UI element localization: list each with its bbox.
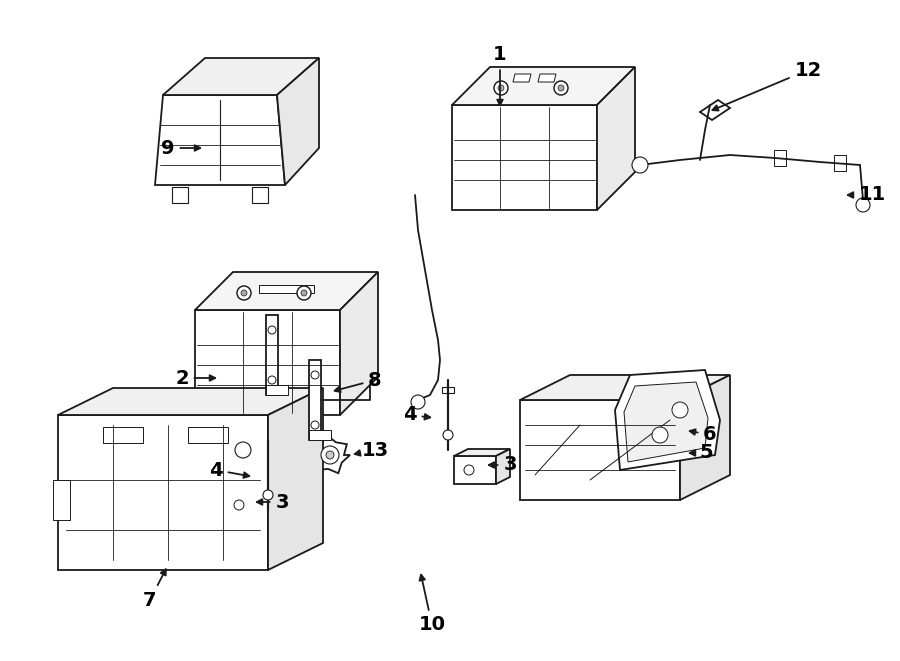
Circle shape: [554, 81, 568, 95]
Circle shape: [234, 500, 244, 510]
Polygon shape: [834, 155, 846, 171]
Polygon shape: [340, 272, 378, 415]
Text: 13: 13: [355, 440, 389, 459]
Text: 8: 8: [335, 371, 382, 392]
Polygon shape: [700, 100, 730, 120]
Polygon shape: [266, 484, 280, 519]
Polygon shape: [266, 385, 288, 395]
Circle shape: [411, 395, 425, 409]
Circle shape: [326, 451, 334, 459]
Polygon shape: [310, 435, 350, 473]
Polygon shape: [624, 382, 708, 462]
Polygon shape: [309, 360, 321, 440]
Polygon shape: [58, 388, 323, 415]
Polygon shape: [597, 67, 635, 210]
Text: 9: 9: [161, 139, 200, 157]
Polygon shape: [103, 427, 143, 443]
Polygon shape: [195, 272, 378, 310]
Circle shape: [268, 376, 276, 384]
Circle shape: [311, 371, 319, 379]
Polygon shape: [452, 67, 635, 105]
Circle shape: [237, 286, 251, 300]
Polygon shape: [442, 387, 454, 393]
Text: 11: 11: [848, 186, 886, 204]
Text: 4: 4: [209, 461, 249, 479]
Circle shape: [268, 326, 276, 334]
Polygon shape: [454, 449, 510, 456]
Circle shape: [558, 85, 564, 91]
Text: 10: 10: [418, 574, 446, 635]
Circle shape: [241, 290, 247, 296]
Circle shape: [297, 286, 311, 300]
Polygon shape: [58, 415, 268, 570]
Text: 3: 3: [256, 492, 289, 512]
Polygon shape: [252, 187, 268, 203]
Circle shape: [856, 198, 870, 212]
Circle shape: [498, 85, 504, 91]
Circle shape: [652, 427, 668, 443]
Polygon shape: [163, 58, 319, 95]
Text: 1: 1: [493, 46, 507, 105]
Polygon shape: [513, 74, 531, 82]
Polygon shape: [520, 375, 730, 400]
Polygon shape: [188, 427, 228, 443]
Polygon shape: [454, 456, 496, 484]
Polygon shape: [452, 105, 597, 210]
Text: 3: 3: [489, 455, 517, 475]
Polygon shape: [268, 388, 323, 570]
Circle shape: [321, 446, 339, 464]
Polygon shape: [680, 375, 730, 500]
Text: 12: 12: [713, 61, 822, 110]
Polygon shape: [224, 491, 266, 519]
Circle shape: [301, 290, 307, 296]
Circle shape: [263, 490, 273, 500]
Circle shape: [494, 81, 508, 95]
Polygon shape: [172, 187, 188, 203]
Polygon shape: [262, 447, 274, 453]
Text: 4: 4: [403, 405, 430, 424]
Polygon shape: [309, 430, 331, 440]
Text: 5: 5: [689, 444, 713, 463]
Polygon shape: [53, 480, 70, 520]
Circle shape: [464, 465, 474, 475]
Circle shape: [672, 402, 688, 418]
Polygon shape: [496, 449, 510, 484]
Polygon shape: [224, 484, 280, 491]
Circle shape: [632, 157, 648, 173]
Circle shape: [311, 421, 319, 429]
Polygon shape: [259, 285, 314, 293]
Circle shape: [443, 430, 453, 440]
Polygon shape: [155, 95, 285, 185]
Text: 6: 6: [689, 426, 716, 444]
Text: 7: 7: [143, 569, 166, 609]
Polygon shape: [538, 74, 556, 82]
Polygon shape: [195, 310, 340, 415]
Polygon shape: [520, 400, 680, 500]
Polygon shape: [277, 58, 319, 185]
Text: 2: 2: [176, 368, 215, 387]
Circle shape: [235, 442, 251, 458]
Polygon shape: [774, 150, 786, 166]
Polygon shape: [266, 315, 278, 395]
Polygon shape: [615, 370, 720, 470]
